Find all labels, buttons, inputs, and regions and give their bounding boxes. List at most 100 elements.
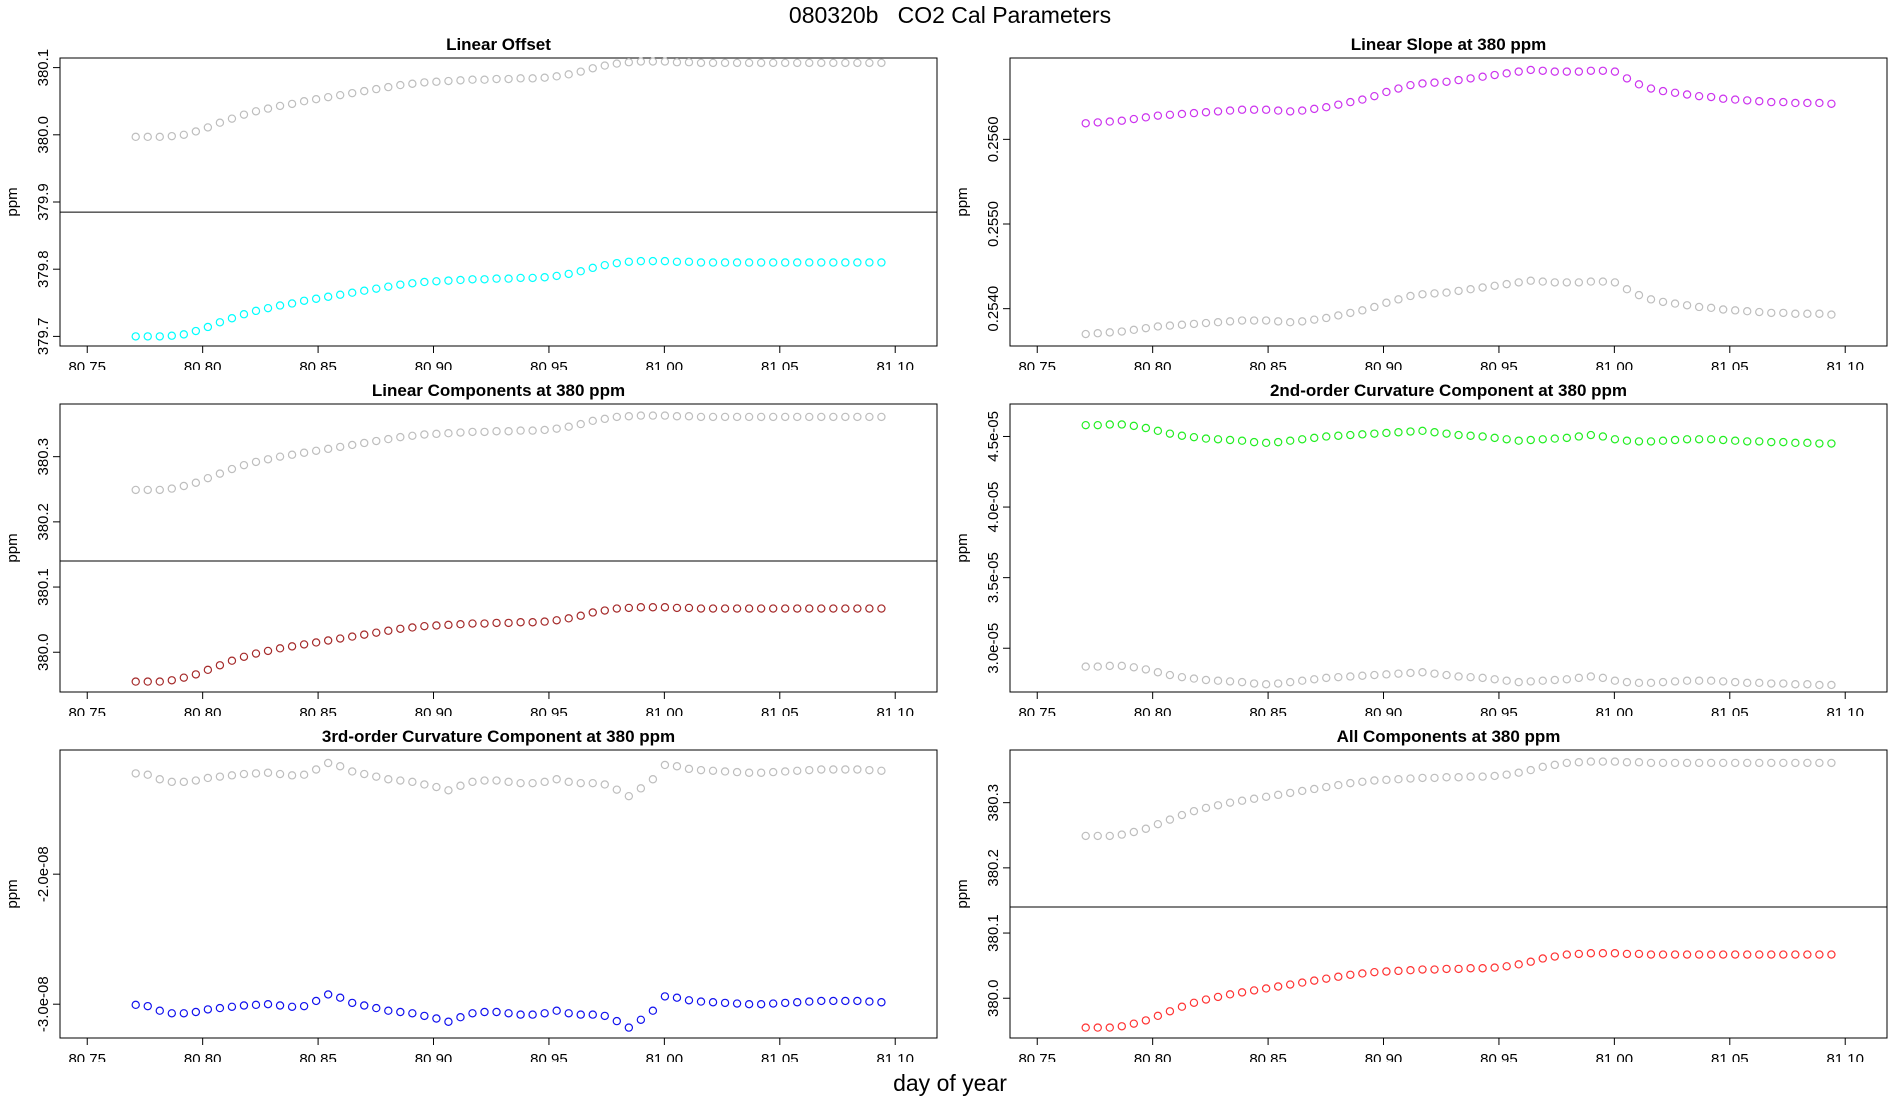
data-point	[1237, 796, 1247, 805]
data-point	[396, 432, 405, 442]
data-point	[1105, 831, 1114, 841]
data-point	[396, 80, 405, 90]
y-tick-label: 380.1	[35, 568, 52, 606]
y-tick-label: 380.3	[35, 438, 52, 476]
data-point	[1598, 949, 1608, 958]
data-point	[372, 436, 381, 446]
data-point	[564, 777, 573, 787]
data-point	[588, 1010, 597, 1019]
x-tick-label: 80.85	[299, 705, 337, 716]
data-point	[877, 412, 886, 422]
data-point	[576, 67, 585, 76]
data-point	[1189, 806, 1199, 816]
data-point	[1694, 91, 1704, 101]
data-point	[648, 57, 658, 66]
data-point	[1153, 322, 1163, 331]
data-point	[444, 786, 453, 795]
x-tick-label: 80.85	[1249, 1051, 1287, 1062]
data-point	[468, 275, 477, 284]
data-point	[732, 58, 742, 68]
data-point	[263, 455, 273, 464]
panel-title: All Components at 380 ppm	[1337, 727, 1561, 746]
data-point	[191, 127, 201, 136]
data-point	[1334, 311, 1343, 320]
data-point	[384, 775, 393, 784]
plot-frame	[59, 57, 938, 347]
data-point	[1141, 824, 1151, 833]
data-point	[167, 676, 176, 685]
data-point	[408, 777, 417, 787]
data-point	[1730, 306, 1740, 315]
data-point	[1791, 950, 1800, 959]
data-point	[1574, 673, 1584, 683]
data-point	[1466, 672, 1475, 682]
panel-title: 2nd-order Curvature Component at 380 ppm	[1270, 381, 1627, 400]
data-point	[1358, 306, 1367, 315]
data-point	[1670, 88, 1680, 97]
data-point	[239, 110, 249, 119]
data-point	[720, 604, 730, 613]
data-point	[1478, 673, 1487, 683]
data-point	[612, 785, 622, 794]
data-point	[275, 301, 285, 310]
data-point	[1490, 963, 1499, 972]
data-point	[540, 1009, 549, 1018]
data-point	[1273, 679, 1283, 688]
data-point	[1382, 298, 1391, 307]
data-point	[1610, 676, 1620, 685]
data-point	[1346, 970, 1355, 979]
data-point	[612, 258, 622, 268]
x-tick-label: 80.80	[184, 1051, 222, 1062]
data-point	[1827, 950, 1836, 959]
data-point	[1827, 680, 1836, 690]
data-point	[853, 604, 862, 613]
data-point	[1346, 778, 1355, 788]
data-point	[780, 767, 790, 776]
data-point	[1322, 102, 1331, 112]
data-point	[251, 1000, 261, 1010]
data-point	[239, 1001, 249, 1010]
data-point	[528, 74, 537, 83]
data-point	[805, 997, 814, 1006]
data-point	[1646, 758, 1656, 768]
data-point	[1093, 1023, 1102, 1032]
data-point	[420, 621, 429, 631]
data-point	[396, 624, 405, 633]
data-point	[1827, 758, 1836, 768]
data-point	[1310, 784, 1319, 794]
data-point	[504, 1009, 513, 1018]
data-point	[768, 258, 778, 267]
data-point	[1189, 319, 1199, 329]
data-point	[1586, 66, 1596, 75]
data-point	[1562, 67, 1572, 76]
data-point	[817, 412, 826, 422]
data-point	[756, 412, 766, 422]
data-point	[660, 992, 670, 1001]
x-tick-label: 81.10	[1826, 359, 1864, 370]
data-point	[1767, 679, 1776, 688]
data-point	[1478, 772, 1487, 781]
data-point	[1261, 438, 1271, 448]
data-point	[684, 603, 694, 613]
data-point	[227, 314, 237, 323]
data-point	[1406, 668, 1415, 678]
series-reference	[1081, 276, 1836, 339]
data-point	[384, 1006, 393, 1015]
data-point	[1225, 677, 1235, 686]
data-point	[1165, 429, 1175, 438]
data-point	[1767, 758, 1776, 768]
data-point	[552, 616, 561, 625]
data-point	[1634, 949, 1644, 959]
data-point	[1201, 675, 1211, 685]
data-point	[1562, 758, 1572, 768]
data-point	[299, 97, 309, 106]
x-tick-label: 80.95	[1480, 1051, 1518, 1062]
y-axis-label: ppm	[4, 533, 21, 562]
data-point	[1514, 67, 1523, 76]
data-point	[1213, 676, 1223, 685]
data-point	[1442, 429, 1451, 438]
data-point	[1141, 665, 1151, 674]
data-point	[251, 457, 261, 467]
data-point	[1670, 435, 1680, 445]
data-point	[1418, 668, 1427, 677]
